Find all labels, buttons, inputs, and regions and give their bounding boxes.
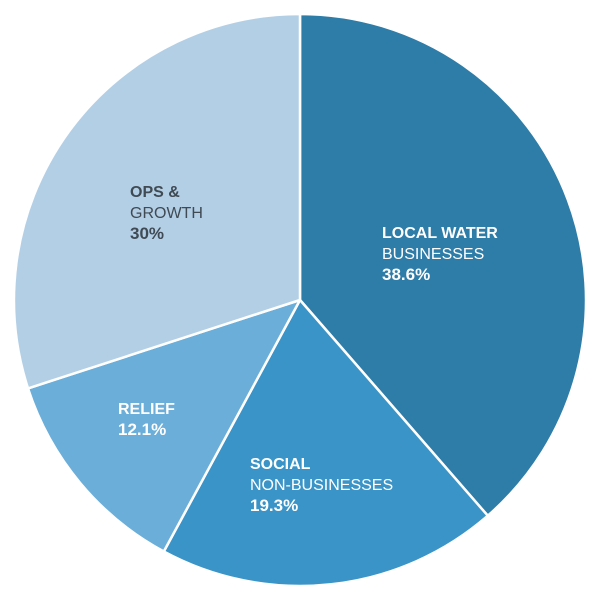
slice-label-local-water: LOCAL WATER BUSINESSES 38.6% <box>382 225 498 284</box>
pie-slices <box>12 12 588 588</box>
pie-slice-local-water <box>298 12 588 517</box>
slice-label-title: RELIEF <box>118 401 175 418</box>
slice-label-subtitle: GROWTH <box>130 205 203 222</box>
slice-value-label: 38.6% <box>382 265 430 284</box>
pie-slice-ops <box>12 12 302 390</box>
slice-label-relief: RELIEF 12.1% <box>118 401 175 439</box>
slice-label-social: SOCIAL NON-BUSINESSES 19.3% <box>250 456 393 515</box>
slice-value-label: 30% <box>130 224 164 243</box>
slice-label-ops: OPS & GROWTH 30% <box>130 184 203 243</box>
slice-value-label: 19.3% <box>250 496 298 515</box>
slice-value-label: 12.1% <box>118 420 166 439</box>
slice-label-title: LOCAL WATER <box>382 225 498 242</box>
slice-label-title: SOCIAL <box>250 456 311 473</box>
pie-slice-relief <box>26 298 302 553</box>
slice-label-title: OPS & <box>130 184 180 201</box>
pie-slice-social <box>162 298 490 588</box>
slice-label-subtitle: NON-BUSINESSES <box>250 477 393 494</box>
slice-label-subtitle: BUSINESSES <box>382 246 484 263</box>
